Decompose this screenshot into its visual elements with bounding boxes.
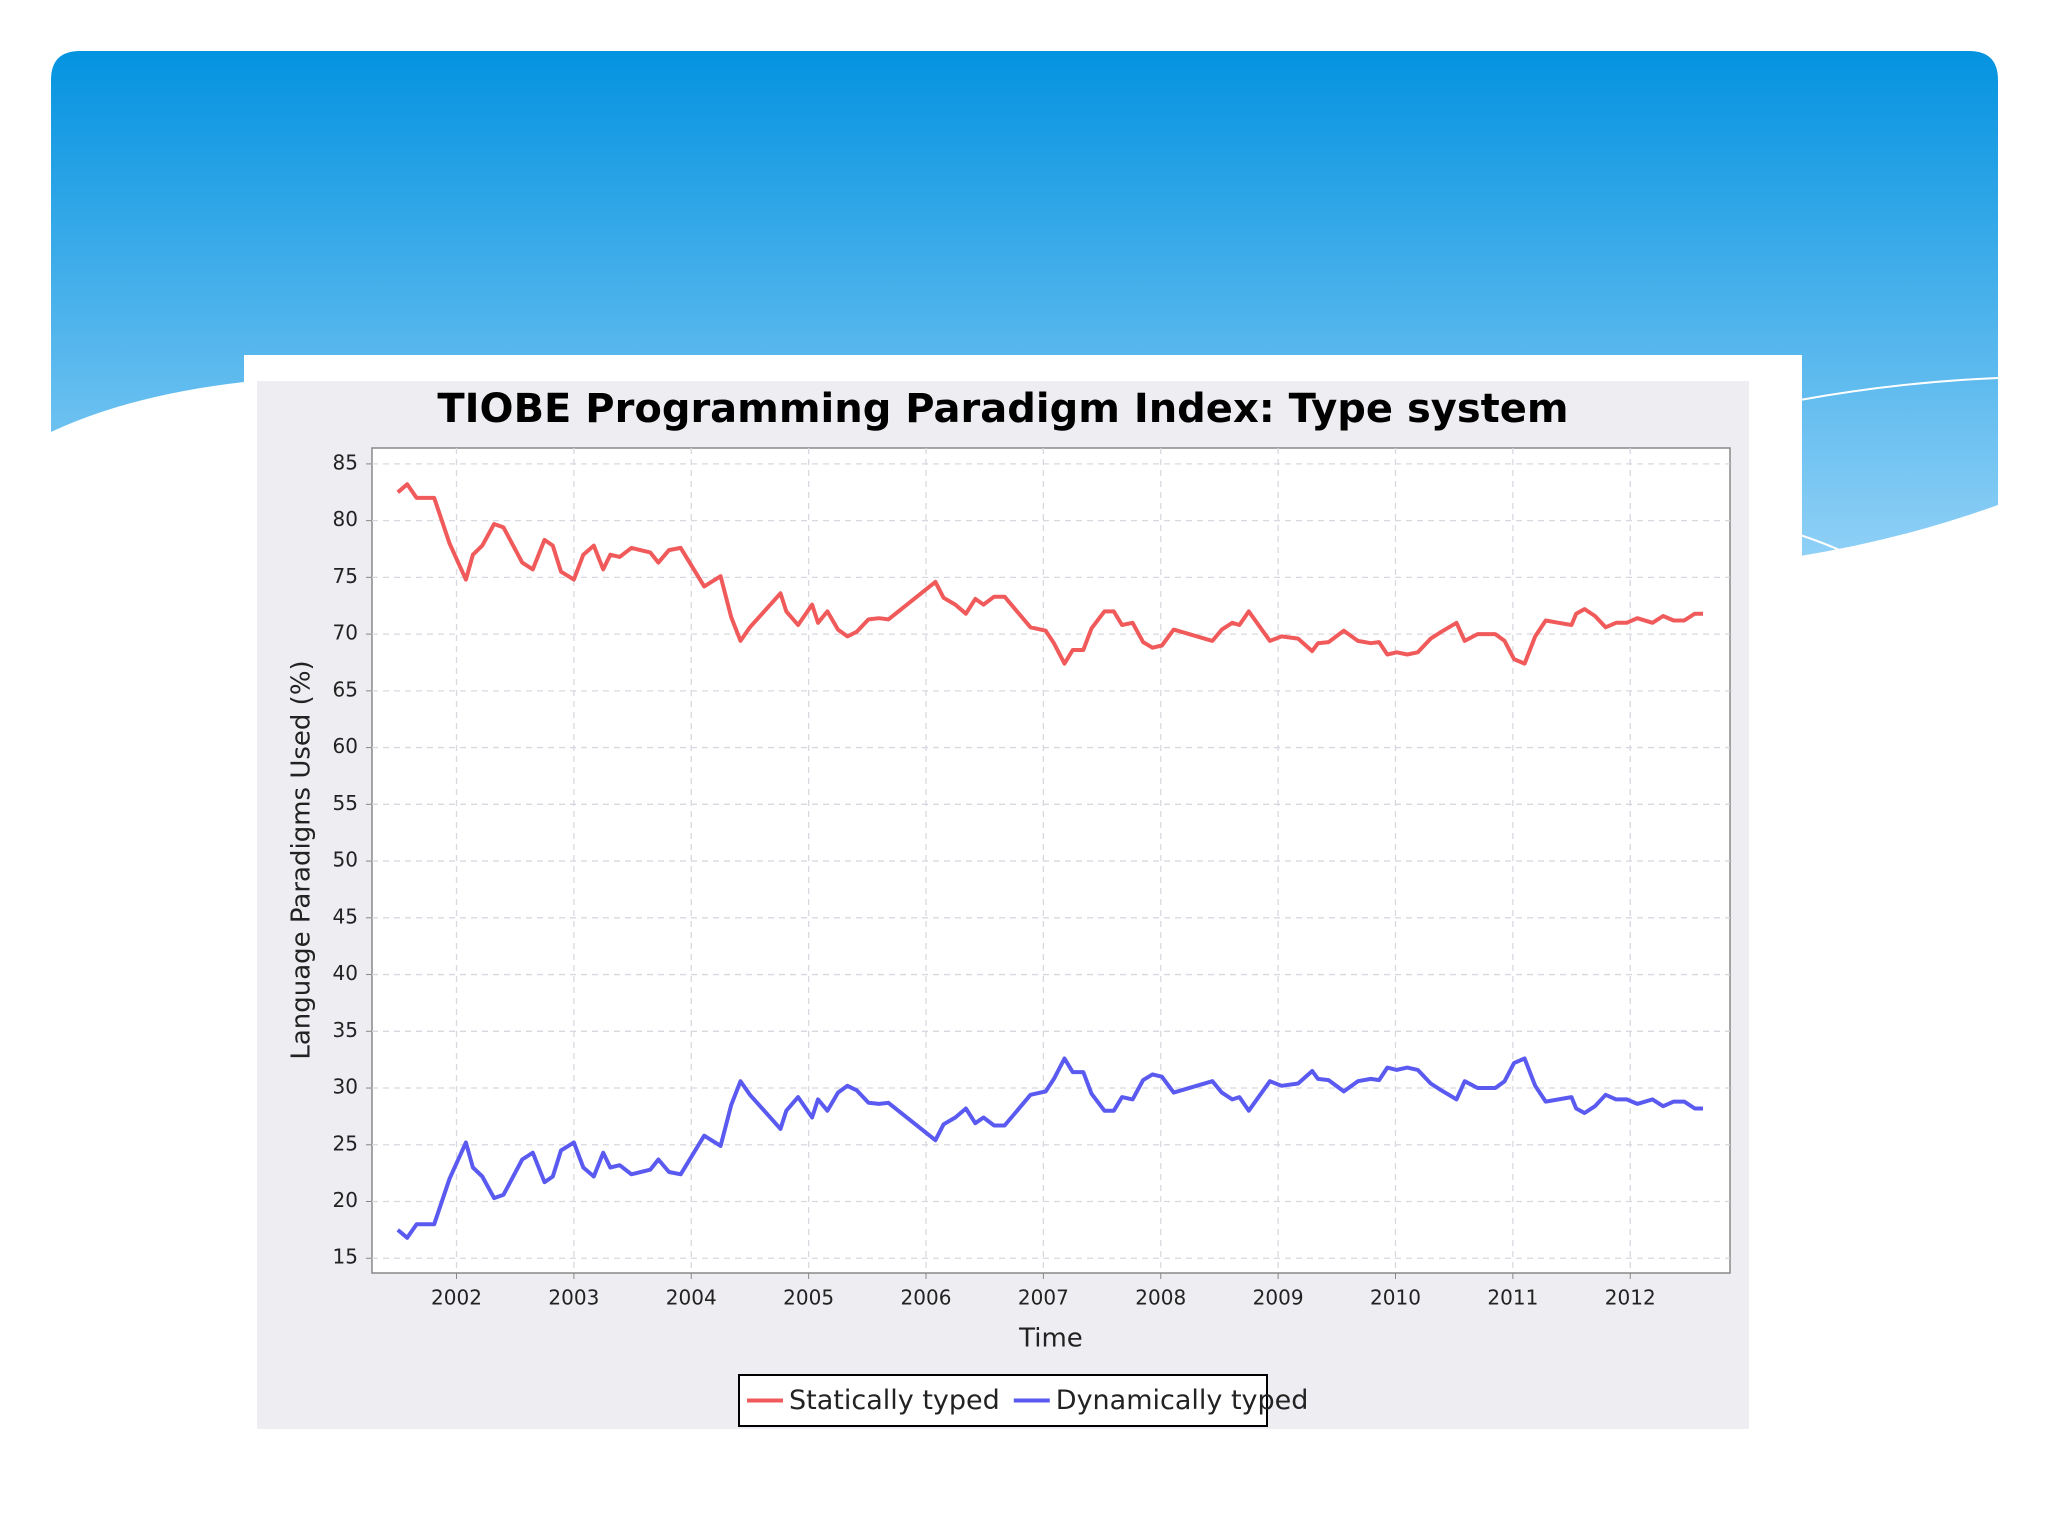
x-tick-label: 2003 (548, 1286, 599, 1310)
banner-wave (1799, 534, 1851, 556)
legend-box (738, 1374, 1268, 1427)
y-tick-label: 25 (333, 1131, 358, 1155)
y-tick-label: 15 (333, 1245, 358, 1269)
x-tick-label: 2012 (1605, 1286, 1656, 1310)
y-tick-label: 50 (333, 848, 358, 872)
x-tick-label: 2007 (1018, 1286, 1069, 1310)
line-series (396, 1056, 1703, 1240)
x-tick-label: 2010 (1370, 1286, 1421, 1310)
y-tick-label: 70 (333, 621, 358, 645)
legend-label: Dynamically typed (1056, 1385, 1309, 1416)
y-tick-label: 35 (333, 1018, 358, 1042)
chart-title: TIOBE Programming Paradigm Index: Type s… (437, 386, 1568, 432)
x-tick-label: 2009 (1253, 1286, 1304, 1310)
y-tick-label: 80 (333, 507, 358, 531)
y-tick-label: 40 (333, 961, 358, 985)
x-tick-label: 2006 (901, 1286, 952, 1310)
y-tick-label: 45 (333, 904, 358, 928)
x-axis-label: Time (1018, 1324, 1083, 1354)
y-tick-label: 65 (333, 677, 358, 701)
legend-label: Statically typed (789, 1385, 1000, 1416)
y-axis-label: Language Paradigms Used (%) (287, 660, 317, 1059)
x-tick-label: 2002 (431, 1286, 482, 1310)
y-tick-label: 30 (333, 1075, 358, 1099)
x-tick-label: 2011 (1487, 1286, 1538, 1310)
y-tick-label: 55 (333, 791, 358, 815)
y-tick-label: 20 (333, 1188, 358, 1212)
y-tick-label: 60 (333, 734, 358, 758)
banner-wave (1799, 377, 1999, 401)
y-tick-label: 75 (333, 564, 358, 588)
line-series (396, 482, 1703, 666)
x-tick-label: 2004 (666, 1286, 717, 1310)
x-tick-label: 2005 (783, 1286, 834, 1310)
y-tick-label: 85 (333, 450, 358, 474)
plot-area (371, 447, 1731, 1274)
x-tick-label: 2008 (1135, 1286, 1186, 1310)
